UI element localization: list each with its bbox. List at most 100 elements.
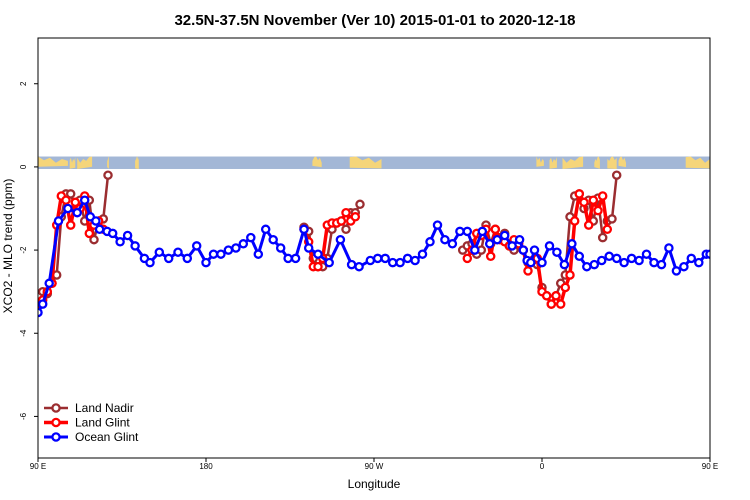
land-mass [685, 156, 710, 169]
land-glint-point [597, 191, 608, 201]
ocean-glint-point [492, 234, 502, 245]
ocean-glint-point [455, 226, 465, 237]
ocean-glint-point [705, 249, 710, 259]
ocean-glint-point [182, 253, 193, 264]
ocean-glint-point [223, 245, 234, 255]
ocean-glint-point [208, 249, 219, 259]
ocean-glint-point [395, 257, 405, 268]
ocean-glint-point [574, 251, 585, 262]
land-glint-point [565, 270, 575, 280]
land-glint-legend-marker [51, 417, 61, 428]
land-glint-point [579, 197, 589, 208]
ocean-glint-point [402, 253, 413, 264]
ocean-glint-point [537, 257, 547, 268]
land-glint-point [560, 282, 571, 293]
ocean-glint-point [246, 232, 256, 243]
ocean-glint-point [216, 249, 226, 259]
land-nadir-point [611, 170, 622, 180]
land-mass [312, 156, 322, 168]
land-glint-point [490, 224, 501, 235]
ocean-glint-point [671, 266, 682, 276]
land-glint-point [541, 291, 552, 301]
land-glint-point [485, 251, 496, 262]
x-tick-label: 90 W [365, 462, 384, 471]
land-mass [594, 156, 600, 169]
land-glint-point [546, 299, 557, 309]
ocean-glint-point [260, 224, 271, 235]
ocean-glint-point [253, 249, 264, 259]
ocean-glint-point [231, 243, 241, 253]
land-glint-point [583, 220, 594, 230]
land-glint-point [336, 216, 347, 226]
ocean-glint-point [324, 257, 334, 268]
y-tick-label: -6 [19, 412, 28, 420]
ocean-glint-legend-marker [51, 432, 61, 442]
y-axis: 2 0 -2 -4 -6 [19, 81, 38, 420]
land-glint-point [70, 197, 81, 208]
land-mass [712, 157, 719, 167]
land-mass [742, 157, 744, 170]
ocean-glint-point [582, 261, 592, 272]
ocean-glint-point [387, 257, 398, 268]
ocean-glint-point [335, 234, 346, 245]
land-nadir-point [607, 214, 617, 224]
ocean-glint-point [107, 228, 118, 239]
land-nadir-point [103, 170, 113, 180]
ocean-glint-point [589, 259, 600, 270]
ocean-glint-point [72, 207, 82, 218]
ocean-glint-point [440, 234, 450, 245]
land-nadir-legend-marker [51, 403, 61, 413]
ocean-glint-point [122, 230, 133, 241]
ocean-glint-point [425, 237, 435, 247]
ocean-glint-point [268, 234, 278, 245]
y-tick-label: -4 [19, 329, 28, 337]
ocean-glint-point [115, 237, 125, 247]
land-nadir-point [597, 232, 608, 243]
ocean-glint-point [470, 245, 480, 255]
ocean-glint-point [313, 249, 323, 259]
ocean-glint-point [596, 255, 607, 266]
y-tick-label: 0 [19, 164, 28, 169]
ocean-glint-point [380, 253, 390, 264]
ocean-glint-point [477, 226, 488, 237]
land-mass [607, 156, 617, 169]
ocean-glint-point [611, 253, 622, 264]
ocean-glint-point [432, 220, 443, 230]
land-glint-legend-label: Land Glint [75, 416, 130, 430]
ocean-glint-point [130, 241, 140, 251]
ocean-glint-point [145, 257, 155, 268]
land-glint-point [65, 220, 76, 230]
y-tick-label: -2 [19, 246, 28, 254]
ocean-glint-point [38, 299, 48, 309]
ocean-glint-point [417, 249, 428, 259]
ocean-glint-point [634, 255, 644, 266]
ocean-glint-point [567, 239, 577, 249]
ocean-glint-point [664, 243, 674, 253]
ocean-glint-point [290, 253, 301, 264]
land-nadir-point [341, 224, 351, 235]
chart-title: 32.5N-37.5N November (Ver 10) 2015-01-01… [174, 12, 575, 29]
ocean-glint-point [283, 253, 293, 264]
ocean-glint-point [514, 234, 525, 245]
ocean-glint-point [63, 203, 73, 214]
ocean-glint-point [44, 278, 54, 289]
ocean-glint-point [173, 247, 183, 257]
ocean-glint-point [626, 253, 637, 264]
land-mass [536, 156, 544, 167]
x-axis-title: Longitude [348, 477, 401, 491]
land-glint-point [523, 266, 533, 276]
ocean-glint-point [526, 257, 536, 268]
ocean-glint-point [641, 249, 652, 259]
ocean-glint-point [410, 255, 420, 266]
land-nadir-point [355, 199, 365, 210]
land-mass [618, 156, 626, 168]
ocean-glint-point [346, 259, 357, 270]
x-tick-label: 90 E [702, 462, 718, 471]
y-axis-title: XCO2 - MLO trend (ppm) [1, 179, 15, 314]
land-glint-point [555, 299, 566, 309]
ocean-glint-point [447, 239, 458, 249]
ocean-glint-point [53, 216, 64, 226]
ocean-glint-point [499, 230, 510, 241]
ocean-glint-point [679, 261, 689, 272]
